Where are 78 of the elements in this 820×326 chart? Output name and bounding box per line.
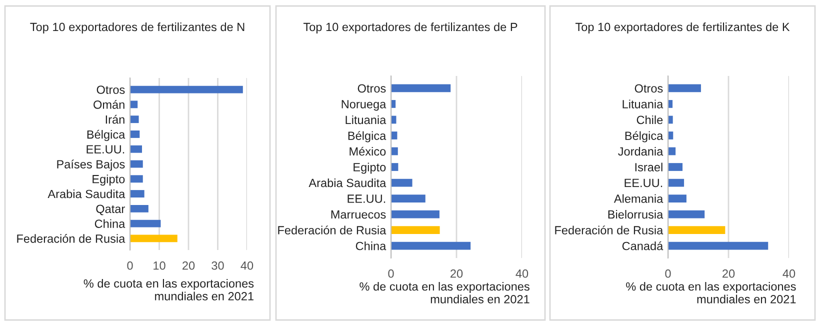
y-tick-label: Arabia Saudita <box>48 190 126 198</box>
bar <box>130 116 139 124</box>
bar <box>668 163 683 171</box>
y-tick-label: Bélgica <box>87 130 126 142</box>
bar <box>130 160 143 168</box>
bar <box>668 178 684 187</box>
bar <box>668 210 705 218</box>
bar <box>391 194 426 202</box>
y-tick-label: Chile <box>636 115 663 124</box>
bar <box>391 84 451 92</box>
bar <box>130 220 161 228</box>
y-tick-label: Qatar <box>96 204 125 216</box>
y-tick-label: Otros <box>634 84 663 93</box>
x-tick-label: 20 <box>182 261 195 270</box>
y-tick-label: Canadá <box>622 241 664 250</box>
bar <box>130 145 142 153</box>
bar <box>391 147 398 156</box>
y-tick-label: Noruega <box>342 100 386 111</box>
x-axis-title: % de cuota en las exportaciones mundiales en 2021 <box>626 282 796 304</box>
y-tick-label: Lituania <box>622 100 664 108</box>
y-tick-label: Bélgica <box>348 131 386 142</box>
x-tick-label: 30 <box>212 261 224 270</box>
bar <box>130 234 178 242</box>
x-tick-label: 0 <box>388 269 394 278</box>
bar <box>130 130 140 138</box>
y-tick-label: Otros <box>96 86 125 94</box>
y-tick-label: México <box>350 146 386 156</box>
bar <box>668 84 701 92</box>
y-tick-label: Países Bajos <box>57 160 125 171</box>
bar <box>130 100 138 108</box>
y-tick-label: Bielorrusia <box>608 210 664 219</box>
bar <box>130 190 144 198</box>
x-tick-label: 40 <box>516 269 528 278</box>
y-tick-label: Egipto <box>354 162 386 174</box>
bar <box>130 86 243 94</box>
y-tick-label: Lituania <box>346 115 386 124</box>
bar <box>130 204 148 212</box>
y-tick-label: Jordania <box>618 146 664 156</box>
bar <box>391 163 398 171</box>
x-tick-label: 40 <box>782 269 796 278</box>
y-tick-label: EE.UU. <box>86 145 124 154</box>
y-tick-label: Bélgica <box>625 131 664 142</box>
bar <box>668 100 673 108</box>
y-tick-label: Omán <box>94 100 124 109</box>
y-tick-label: EE.UU. <box>348 194 386 203</box>
x-tick-label: 0 <box>127 261 133 270</box>
x-tick-label: 20 <box>722 269 735 278</box>
bar <box>668 194 686 202</box>
bar <box>391 210 440 218</box>
bar <box>391 226 440 234</box>
chart-title: Top 10 exportadores de fertilizantes de P <box>303 22 518 34</box>
y-tick-label: Alemania <box>614 194 664 203</box>
y-tick-label: Irán <box>106 114 124 124</box>
bar <box>391 132 398 140</box>
chart-title: Top 10 exportadores de fertilizantes de K <box>575 22 790 34</box>
y-tick-label: China <box>94 219 126 228</box>
bar <box>391 178 412 187</box>
bar <box>130 175 143 183</box>
bar <box>668 226 726 234</box>
y-tick-label: Otros <box>358 84 386 93</box>
x-tick-label: 10 <box>154 261 166 270</box>
x-tick-label: 40 <box>240 261 254 270</box>
y-tick-label: Federación de Rusia <box>17 234 126 243</box>
bar <box>668 242 768 250</box>
y-tick-label: Marruecos <box>331 210 386 219</box>
x-tick-label: 0 <box>665 269 671 278</box>
bar <box>391 242 471 250</box>
y-tick-label: Egipto <box>92 174 125 186</box>
y-tick-label: Federación de Rusia <box>278 226 386 234</box>
chart-title: Top 10 exportadores de fertilizantes de N <box>30 22 244 34</box>
y-tick-label: EE.UU. <box>624 178 662 188</box>
y-tick-label: Arabia Saudita <box>308 178 386 188</box>
y-tick-label: China <box>356 242 386 250</box>
x-axis-title: % de cuota en las exportaciones mundiales en 2021 <box>84 279 254 300</box>
x-tick-label: 20 <box>450 269 463 278</box>
y-tick-label: Federación de Rusia <box>555 226 664 234</box>
x-axis-title: % de cuota en las exportaciones mundiales en 2021 <box>360 282 530 304</box>
y-tick-label: Israel <box>635 162 662 172</box>
